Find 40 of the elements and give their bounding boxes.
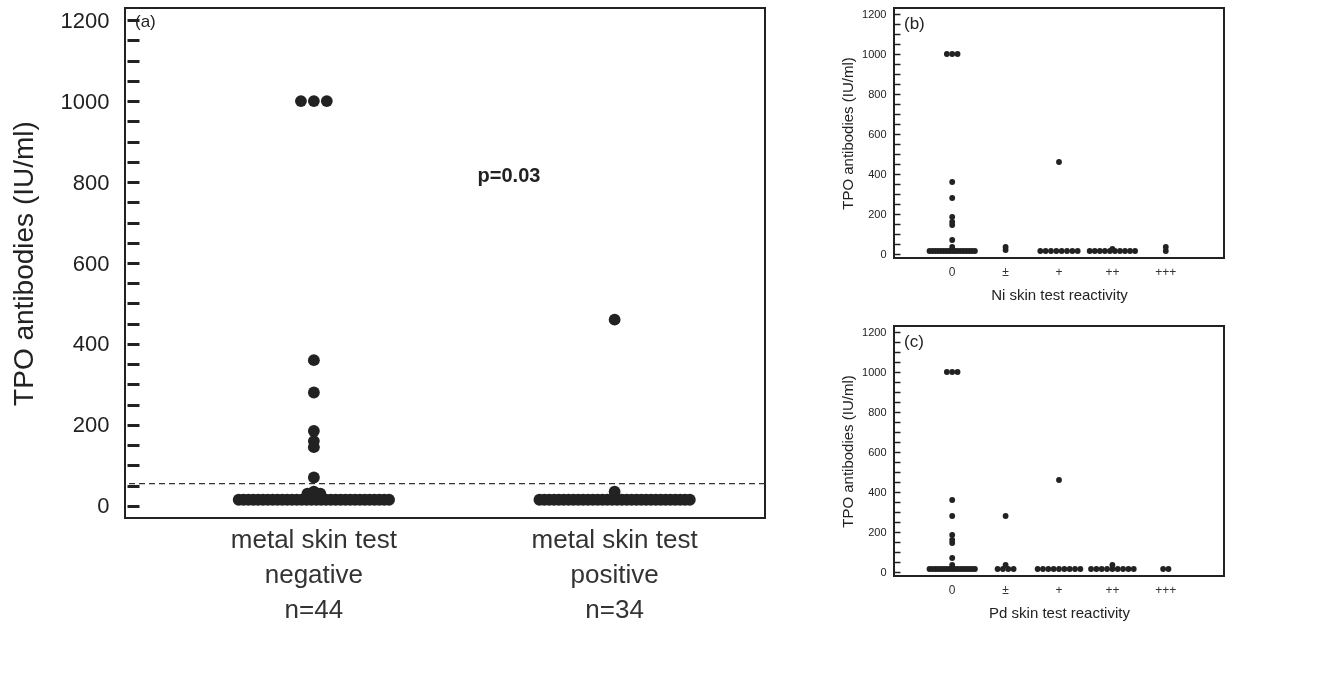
- y-tick-label: 1000: [60, 88, 110, 114]
- x-tick-label: +: [1055, 582, 1063, 597]
- x-tick-label: ++: [1105, 264, 1120, 279]
- x-tick-label: ±: [1002, 264, 1010, 279]
- y-tick-label: 200: [868, 207, 887, 220]
- y-tick-label: 800: [72, 169, 110, 195]
- x-tick-label: +: [1055, 264, 1063, 279]
- x-tick-label: +++: [1155, 582, 1177, 597]
- y-tick-label: 400: [868, 485, 887, 498]
- y-axis-title: TPO antibodies (IU/ml): [839, 375, 857, 528]
- x-tick-label: +++: [1155, 264, 1177, 279]
- y-tick-label: 600: [868, 445, 887, 458]
- chart-title: (b): [904, 14, 925, 33]
- chart-title: (c): [904, 332, 924, 351]
- x-axis-title: Pd skin test reactivity: [989, 603, 1131, 621]
- x-tick-label: 0: [948, 582, 956, 597]
- y-tick-label: 0: [97, 493, 110, 519]
- y-tick-label: 400: [72, 331, 110, 357]
- y-tick-label: 400: [868, 167, 887, 180]
- x-tick-label: ++: [1105, 582, 1120, 597]
- y-tick-label: 0: [880, 247, 887, 260]
- y-tick-label: 1200: [862, 7, 887, 20]
- y-tick-label: 1200: [60, 7, 110, 33]
- y-axis-title: TPO antibodies (IU/ml): [7, 121, 39, 406]
- x-axis-title: Ni skin test reactivity: [991, 285, 1129, 303]
- annotation: p=0.03: [477, 164, 541, 187]
- x-tick-label: metal skin test positive n=34: [531, 523, 699, 624]
- y-tick-label: 800: [868, 405, 887, 418]
- y-axis-title: TPO antibodies (IU/ml): [839, 57, 857, 210]
- y-tick-label: 1200: [862, 325, 887, 338]
- x-tick-label: metal skin test negative n=44: [230, 523, 398, 624]
- y-tick-label: 200: [868, 525, 887, 538]
- y-tick-label: 1000: [862, 365, 887, 378]
- x-tick-label: ±: [1002, 582, 1010, 597]
- x-tick-label: 0: [948, 264, 956, 279]
- y-tick-label: 600: [868, 127, 887, 140]
- y-tick-label: 200: [72, 412, 110, 438]
- y-tick-label: 1000: [862, 47, 887, 60]
- y-tick-label: 600: [72, 250, 110, 276]
- y-tick-label: 800: [868, 87, 887, 100]
